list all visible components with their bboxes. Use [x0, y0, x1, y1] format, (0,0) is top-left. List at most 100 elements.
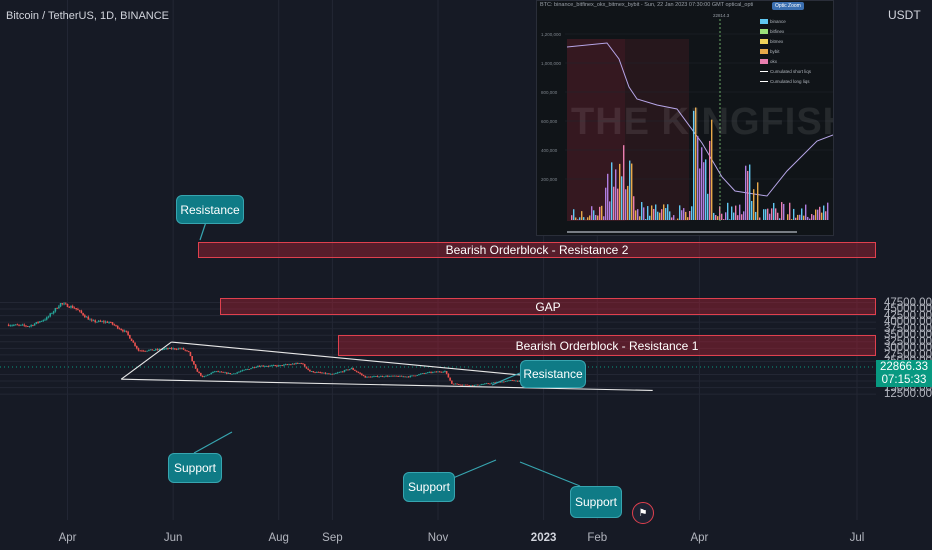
candle-body	[163, 348, 166, 350]
candle-body	[123, 330, 126, 332]
candle-body	[283, 364, 285, 366]
candle-body	[177, 348, 180, 350]
candle-body	[416, 375, 419, 377]
candle-body	[96, 321, 98, 323]
candle-body	[347, 369, 349, 371]
candle-body	[238, 371, 240, 373]
candle-body	[59, 303, 62, 307]
candle-body	[362, 375, 365, 376]
inset-liq-bar	[657, 211, 659, 220]
candle-body	[115, 325, 117, 327]
candle-body	[14, 324, 17, 326]
inset-liq-bar	[821, 212, 823, 220]
candle-body	[477, 384, 479, 386]
candle-body	[341, 371, 344, 373]
candle-body	[440, 371, 443, 373]
legend-swatch	[760, 38, 768, 44]
support-callout-mid[interactable]: Support	[403, 472, 455, 502]
candle-body	[321, 372, 323, 374]
candle-body	[215, 371, 218, 373]
candle-body	[187, 350, 190, 352]
chart-title: Bitcoin / TetherUS, 1D, BINANCE	[6, 10, 170, 22]
inset-liq-bar	[683, 208, 685, 220]
inset-liq-bar	[597, 215, 599, 220]
candle-body	[501, 381, 503, 383]
candle-body	[371, 376, 374, 378]
candle-body	[94, 320, 97, 323]
inset-liq-bar	[759, 217, 761, 220]
candle-body	[480, 384, 483, 386]
callout-pointer	[199, 221, 207, 241]
candle-body	[122, 330, 124, 332]
candle-body	[361, 373, 363, 376]
candle-body	[250, 368, 252, 370]
inset-region	[625, 39, 689, 221]
inset-liq-bar	[661, 209, 663, 220]
candle-body	[196, 368, 199, 372]
support-callout-left[interactable]: Support	[168, 453, 222, 483]
candle-body	[485, 383, 488, 385]
inset-liq-bar	[689, 211, 691, 220]
candle-body	[502, 381, 505, 383]
candle-body	[490, 382, 493, 384]
inset-liq-bar	[601, 205, 603, 220]
inset-y-label: 400,000	[541, 148, 558, 153]
support-callout-right[interactable]: Support	[570, 486, 622, 518]
candle-body	[511, 380, 514, 381]
resistance-2-zone[interactable]: Bearish Orderblock - Resistance 2	[198, 242, 876, 258]
candle-body	[182, 347, 185, 350]
candle-body	[328, 373, 330, 375]
candle-body	[97, 320, 100, 322]
inset-liq-bar	[659, 212, 661, 220]
legend-label: Cumulated long liqs	[770, 78, 810, 84]
candle-body	[231, 373, 233, 375]
candle-body	[373, 376, 375, 378]
candle-body	[135, 345, 138, 349]
inset-brand-badge: Optic Zoom	[772, 2, 804, 10]
candle-body	[281, 365, 283, 366]
candle-body	[309, 369, 311, 372]
candle-body	[447, 373, 450, 378]
candle-body	[148, 349, 150, 351]
inset-liq-bar	[739, 204, 741, 220]
candle-body	[357, 371, 360, 373]
candle-body	[471, 385, 474, 387]
candle-body	[206, 374, 209, 376]
gap-zone[interactable]: GAP	[220, 298, 876, 315]
candle-body	[276, 365, 278, 367]
inset-liq-bar	[735, 205, 737, 220]
resistance-1-zone[interactable]: Bearish Orderblock - Resistance 1	[338, 335, 876, 356]
legend-item: Cumulated short liqs	[760, 66, 811, 76]
candle-body	[262, 365, 264, 367]
candle-body	[245, 369, 247, 371]
candle-body	[518, 380, 521, 382]
candle-body	[466, 384, 469, 386]
price-tick-label: 35000.00	[884, 329, 932, 342]
candle-body	[404, 376, 406, 378]
candle-body	[16, 324, 19, 326]
resistance-callout-top[interactable]: Resistance	[176, 195, 244, 224]
price-tick-label: 42500.00	[884, 309, 932, 322]
candle-body	[274, 365, 277, 367]
candle-body	[186, 350, 188, 352]
inset-liq-bar	[755, 211, 757, 220]
candle-body	[144, 350, 147, 352]
us-flag-icon[interactable]: ⚑	[632, 502, 654, 524]
candle-body	[482, 384, 484, 385]
candle-body	[49, 313, 52, 317]
candle-body	[412, 375, 415, 377]
inset-y-label: 600,000	[541, 119, 558, 124]
time-tick-label: Jul	[849, 532, 865, 544]
legend-label: okx	[770, 58, 778, 64]
resistance-callout-mid[interactable]: Resistance	[520, 360, 586, 388]
candle-body	[461, 384, 464, 386]
candle-body	[326, 373, 329, 375]
candle-body	[19, 324, 22, 326]
candle-body	[336, 372, 339, 374]
inset-liq-bar	[819, 206, 821, 220]
candle-body	[28, 326, 31, 328]
candle-body	[172, 348, 174, 350]
inset-liq-bar	[701, 147, 703, 220]
candle-body	[419, 373, 422, 375]
